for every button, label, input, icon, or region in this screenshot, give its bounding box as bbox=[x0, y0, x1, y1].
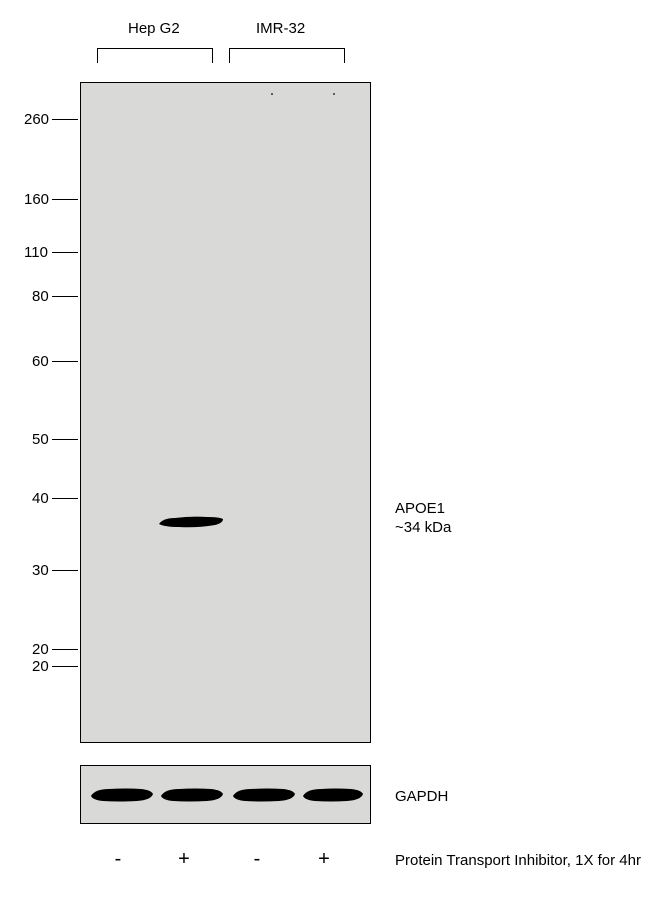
treatment-caption: Protein Transport Inhibitor, 1X for 4hr bbox=[395, 852, 641, 869]
mw-tick-20b bbox=[52, 666, 78, 667]
gapdh-band-lane4 bbox=[301, 786, 365, 804]
mw-label-50: 50 bbox=[32, 431, 49, 448]
target-name: APOE1 bbox=[395, 500, 445, 517]
mw-label-110: 110 bbox=[24, 244, 48, 261]
apoe1-band-lane2 bbox=[157, 511, 225, 531]
mw-label-20a: 20 bbox=[32, 641, 49, 658]
bracket-imr32 bbox=[229, 48, 345, 49]
mw-label-160: 160 bbox=[24, 191, 49, 208]
mw-tick-80 bbox=[52, 296, 78, 297]
mw-label-20b: 20 bbox=[32, 658, 49, 675]
treat-lane1: - bbox=[108, 848, 128, 871]
mw-tick-30 bbox=[52, 570, 78, 571]
gapdh-band-lane1 bbox=[89, 786, 155, 804]
mw-tick-20a bbox=[52, 649, 78, 650]
mw-label-60: 60 bbox=[32, 353, 49, 370]
target-label-apoe1: APOE1 ~34 kDa bbox=[395, 500, 451, 538]
sample-label-hepg2: Hep G2 bbox=[128, 20, 180, 37]
western-blot-figure: Hep G2 IMR-32 260 160 110 80 60 50 40 30… bbox=[0, 0, 650, 919]
mw-tick-260 bbox=[52, 119, 78, 120]
treat-lane4: + bbox=[314, 848, 334, 871]
mw-tick-60 bbox=[52, 361, 78, 362]
speck-1 bbox=[271, 93, 273, 95]
loading-blot-box bbox=[80, 765, 371, 824]
gapdh-band-lane2 bbox=[159, 786, 225, 804]
mw-label-40: 40 bbox=[32, 490, 49, 507]
target-mw: ~34 kDa bbox=[395, 519, 451, 536]
gapdh-band-lane3 bbox=[231, 786, 297, 804]
mw-tick-110 bbox=[52, 252, 78, 253]
treat-lane2: + bbox=[174, 848, 194, 871]
mw-tick-50 bbox=[52, 439, 78, 440]
loading-label-gapdh: GAPDH bbox=[395, 788, 448, 805]
mw-label-30: 30 bbox=[32, 562, 49, 579]
treat-lane3: - bbox=[247, 848, 267, 871]
mw-tick-40 bbox=[52, 498, 78, 499]
main-blot-box bbox=[80, 82, 371, 743]
speck-2 bbox=[333, 93, 335, 95]
sample-label-imr32: IMR-32 bbox=[256, 20, 305, 37]
bracket-hepg2 bbox=[97, 48, 213, 49]
mw-tick-160 bbox=[52, 199, 78, 200]
mw-label-260: 260 bbox=[24, 111, 49, 128]
mw-label-80: 80 bbox=[32, 288, 49, 305]
